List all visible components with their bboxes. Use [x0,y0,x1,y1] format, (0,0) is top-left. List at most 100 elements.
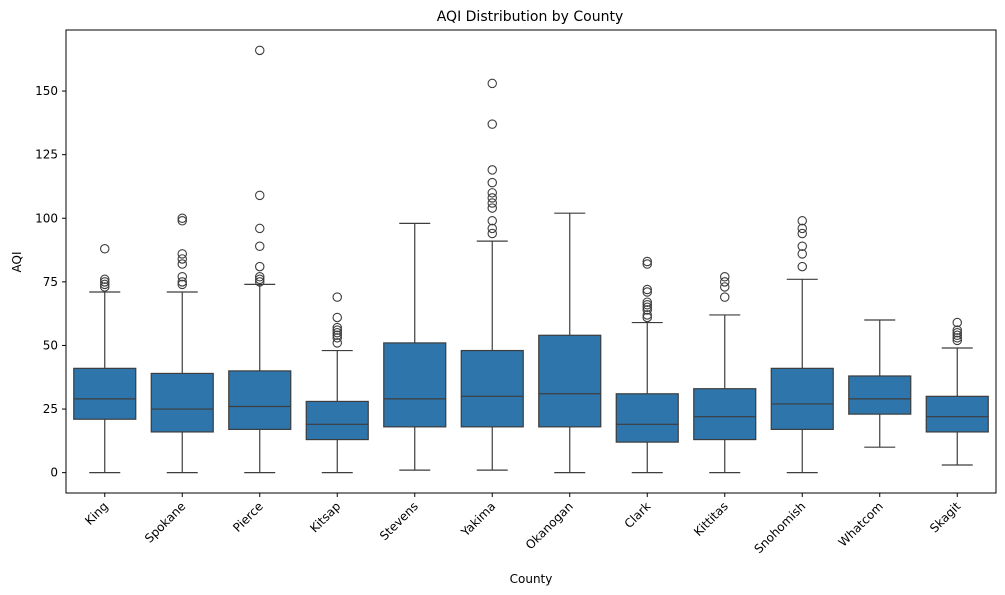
box-body [305,400,369,441]
outlier-point [255,241,265,251]
outlier-point [642,256,652,267]
x-tick-label: Clark [622,499,654,531]
outlier-point [332,312,342,323]
outlier-point [952,317,962,328]
outlier-point [177,254,188,264]
box-kittitas [693,272,757,474]
chart-title: AQI Distribution by County [437,9,624,25]
outlier-point [332,325,342,335]
outlier-point [177,259,188,269]
outlier-point [642,284,652,295]
outlier-point [177,277,188,287]
box-yakima [460,78,524,471]
outlier-point [642,305,652,315]
box-body [228,370,292,431]
outlier-point [487,193,497,203]
box-pierce [228,45,292,474]
box-body [73,367,137,420]
box-spokane [150,213,214,474]
outlier-point [100,282,110,292]
outlier-point [177,279,188,290]
outlier-point [487,198,497,208]
x-tick-label: Snohomish [752,499,809,556]
outlier-point [177,216,188,226]
outlier-point [255,274,265,285]
outlier-point [642,297,652,307]
outlier-point [642,302,652,313]
outlier-point [332,338,342,348]
outlier-point [952,333,962,343]
outlier-point [100,279,110,290]
x-tick-label: Stevens [377,499,421,543]
x-tick-label: Kittitas [691,499,731,539]
y-tick-label: 50 [43,338,58,352]
outlier-point [255,45,265,56]
outlier-point [952,335,962,346]
outlier-point [797,216,807,226]
x-tick-label: Pierce [230,499,266,535]
outlier-point [255,261,265,272]
y-tick-label: 0 [50,466,58,480]
x-tick-label: Yakima [458,499,499,540]
box-body [615,393,679,443]
outlier-point [642,312,652,323]
outlier-point [797,261,807,272]
box-snohomish [770,216,834,474]
y-axis-label: AQI [10,252,24,273]
box-okanogan [538,212,602,474]
outlier-point [332,333,342,343]
outlier-point [100,244,110,254]
outlier-point [487,228,497,239]
box-body [848,375,912,415]
outlier-point [255,277,265,287]
box-body [770,367,834,431]
outlier-point [642,299,652,310]
x-tick-label: Whatcom [836,499,886,549]
outlier-point [642,287,652,297]
outlier-point [487,165,497,175]
plot-frame [65,29,997,494]
x-tick-label: Skagit [927,499,964,536]
box-stevens [383,222,447,471]
outlier-point [487,203,497,213]
y-tick-label: 125 [35,148,58,162]
outlier-point [487,216,497,226]
outlier-point [952,325,962,335]
x-tick-label: Kitsap [307,499,343,535]
y-tick-label: 150 [35,84,58,98]
outlier-point [177,213,188,224]
outlier-point [255,190,265,201]
box-body [925,395,989,433]
outlier-point [487,119,497,129]
outlier-point [952,327,962,338]
box-whatcom [848,319,912,448]
outlier-point [797,241,807,251]
x-tick-label: King [82,499,111,528]
y-tick-label: 75 [43,275,58,289]
outlier-point [797,223,807,234]
outlier-point [719,272,730,282]
outlier-point [100,277,110,287]
outlier-point [332,327,342,338]
x-axis-label: County [510,572,553,586]
box-body [460,349,524,428]
outlier-point [487,177,497,188]
outlier-point [255,223,265,234]
x-tick-label: Okanogan [523,499,576,552]
box-body [383,342,447,428]
outlier-point [487,223,497,234]
outlier-point [177,249,188,259]
outlier-point [952,330,962,341]
outlier-point [332,330,342,341]
y-tick-label: 100 [35,211,58,225]
outlier-point [177,272,188,282]
box-body [693,388,757,441]
outlier-point [719,292,730,302]
outlier-point [332,322,342,333]
outlier-point [255,272,265,282]
x-tick-label: Spokane [142,499,188,545]
box-skagit [925,317,989,466]
outlier-point [797,228,807,239]
outlier-point [719,277,730,287]
